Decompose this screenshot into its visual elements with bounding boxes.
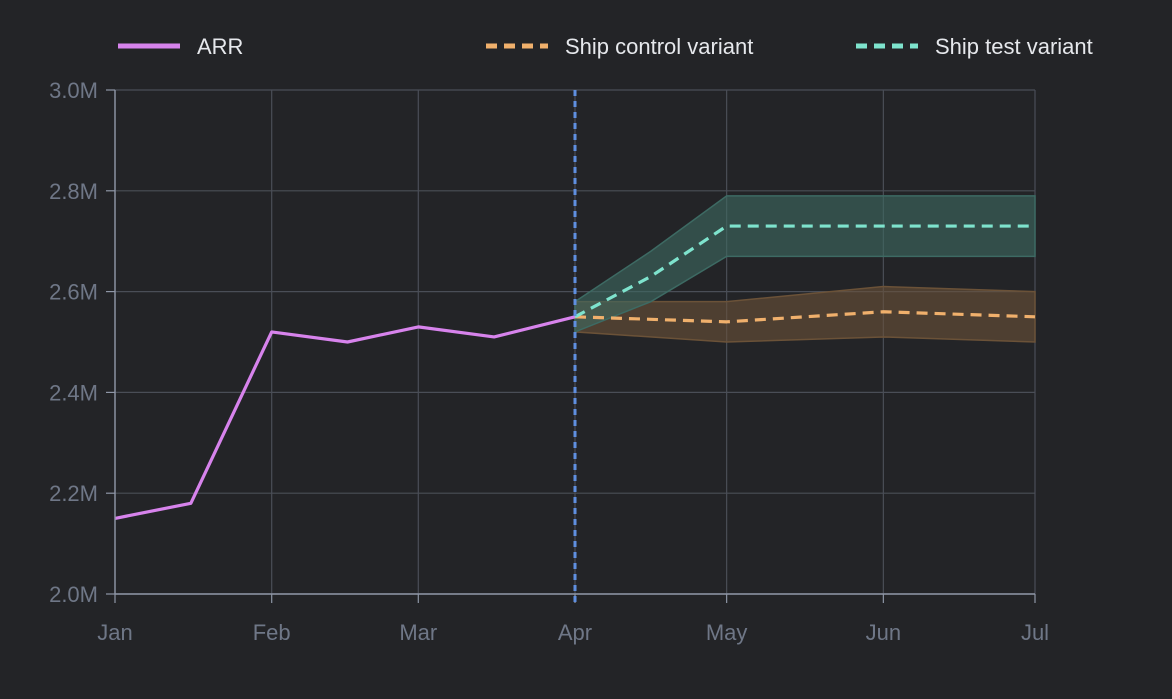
y-tick-label: 2.0M xyxy=(49,582,98,607)
y-tick-label: 2.2M xyxy=(49,481,98,506)
legend-label: Ship control variant xyxy=(565,34,753,59)
y-tick-label: 2.6M xyxy=(49,280,98,305)
x-tick-label: May xyxy=(706,620,748,645)
series-lines xyxy=(114,224,1036,520)
x-tick-label: Feb xyxy=(253,620,291,645)
confidence-band xyxy=(574,285,1036,343)
axes: Jan Feb Mar Apr May Jun Jul 2.0M 2.2M 2.4M 2.6M 2.8… xyxy=(49,78,1049,645)
confidence-band xyxy=(574,195,1036,334)
y-tick-label: 3.0M xyxy=(49,78,98,103)
y-tick-label: 2.4M xyxy=(49,380,98,405)
legend-item[interactable]: Ship test variant xyxy=(856,34,1093,59)
x-tick-label: Jun xyxy=(866,620,901,645)
series-line xyxy=(114,315,576,520)
x-tick-label: Jul xyxy=(1021,620,1049,645)
legend-item[interactable]: Ship control variant xyxy=(486,34,753,59)
x-tick-label: Apr xyxy=(558,620,592,645)
legend-label: Ship test variant xyxy=(935,34,1093,59)
legend-item[interactable]: ARR xyxy=(118,34,243,59)
x-tick-label: Jan xyxy=(97,620,132,645)
y-tick-label: 2.8M xyxy=(49,179,98,204)
legend-label: ARR xyxy=(197,34,243,59)
x-tick-label: Mar xyxy=(399,620,437,645)
confidence-bands xyxy=(574,195,1036,343)
series-line xyxy=(574,310,1036,324)
grid xyxy=(114,89,1036,595)
series-line xyxy=(574,224,1035,319)
legend[interactable]: ARR Ship control variant Ship test variant xyxy=(118,34,1093,59)
